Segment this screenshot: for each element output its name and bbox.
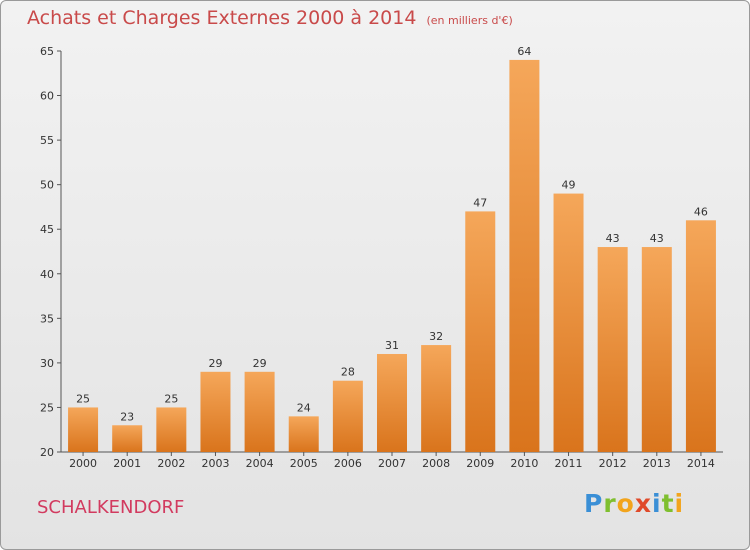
- x-tick-label: 2000: [69, 457, 97, 470]
- bar: [465, 211, 496, 452]
- bar: [377, 353, 407, 452]
- x-tick-label: 2013: [643, 457, 671, 470]
- bar: [200, 371, 231, 452]
- data-label: 47: [473, 196, 487, 209]
- proxiti-logo[interactable]: Proxiti: [584, 489, 685, 518]
- data-label: 32: [429, 330, 443, 343]
- data-label: 29: [253, 357, 267, 370]
- data-label: 46: [694, 205, 708, 218]
- y-tick-label: 45: [40, 223, 54, 236]
- commune-name: SCHALKENDORF: [37, 497, 185, 518]
- x-tick-label: 2008: [422, 457, 450, 470]
- x-tick-label: 2003: [201, 457, 229, 470]
- chart-title-text: Achats et Charges Externes 2000 à 2014: [27, 7, 417, 29]
- data-label: 23: [120, 410, 134, 423]
- y-tick-label: 35: [40, 312, 54, 325]
- y-tick-label: 30: [40, 357, 54, 370]
- bar: [112, 425, 143, 452]
- bar: [288, 416, 319, 452]
- data-label: 25: [164, 392, 178, 405]
- y-tick-label: 60: [40, 90, 54, 103]
- data-label: 24: [297, 401, 311, 414]
- bar: [553, 193, 584, 453]
- y-tick-label: 55: [40, 134, 54, 147]
- bar: [244, 371, 275, 452]
- data-label: 31: [385, 339, 399, 352]
- y-tick-label: 25: [40, 401, 54, 414]
- y-tick-label: 40: [40, 268, 54, 281]
- x-tick-label: 2006: [334, 457, 362, 470]
- x-tick-label: 2005: [290, 457, 318, 470]
- x-tick-label: 2007: [378, 457, 406, 470]
- x-tick-label: 2010: [510, 457, 538, 470]
- data-label: 28: [341, 366, 355, 379]
- data-label: 25: [76, 392, 90, 405]
- bar: [68, 407, 99, 452]
- chart-subtitle: (en milliers d'€): [426, 14, 513, 27]
- bar: [156, 407, 187, 452]
- x-tick-label: 2012: [599, 457, 627, 470]
- y-tick-label: 20: [40, 446, 54, 459]
- data-label: 29: [208, 357, 222, 370]
- bar: [597, 247, 628, 452]
- bar: [332, 380, 363, 452]
- y-tick-label: 50: [40, 179, 54, 192]
- data-label: 49: [562, 179, 576, 192]
- data-label: 43: [606, 232, 620, 245]
- bar: [509, 59, 540, 453]
- data-label: 64: [517, 45, 531, 58]
- x-tick-label: 2014: [687, 457, 715, 470]
- chart-title: Achats et Charges Externes 2000 à 2014 (e…: [27, 7, 513, 29]
- bar: [685, 220, 716, 452]
- x-tick-label: 2009: [466, 457, 494, 470]
- x-tick-label: 2001: [113, 457, 141, 470]
- bar: [641, 247, 672, 452]
- y-tick-label: 65: [40, 45, 54, 58]
- bar: [421, 345, 452, 452]
- x-tick-label: 2011: [555, 457, 583, 470]
- x-tick-label: 2002: [157, 457, 185, 470]
- data-label: 43: [650, 232, 664, 245]
- x-tick-label: 2004: [246, 457, 274, 470]
